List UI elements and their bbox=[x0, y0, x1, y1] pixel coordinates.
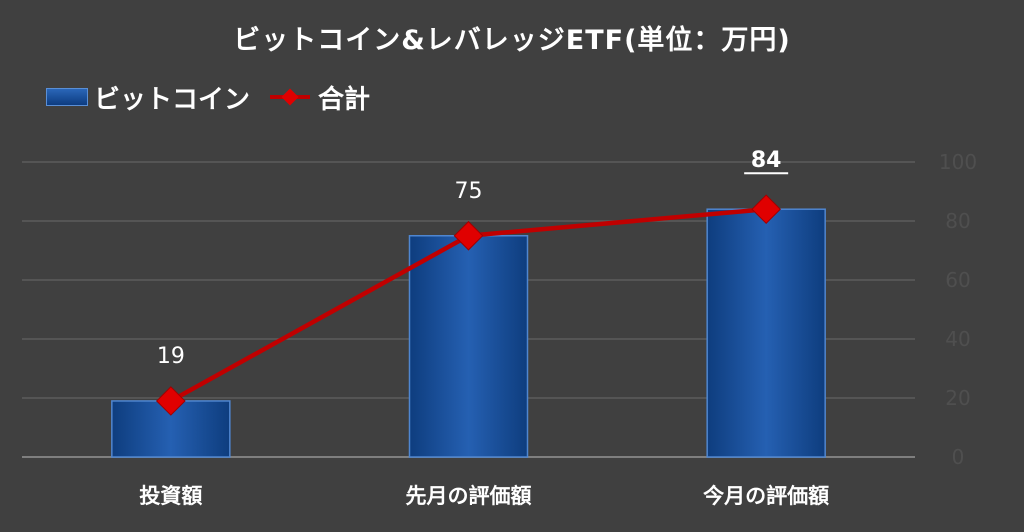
x-category-label: 今月の評価額 bbox=[703, 484, 829, 508]
chart-title: ビットコイン&レバレッジETF(単位：万円) bbox=[233, 25, 791, 56]
x-category-label: 先月の評価額 bbox=[406, 484, 532, 508]
legend-item-bitcoin: ビットコイン bbox=[46, 79, 250, 116]
y-tick-label: 60 bbox=[945, 268, 970, 292]
bar bbox=[706, 208, 826, 458]
legend: ビットコイン 合計 bbox=[46, 79, 370, 116]
legend-line-swatch bbox=[270, 88, 311, 106]
highlighted-data-label: 84 bbox=[751, 148, 782, 173]
y-tick-label: 20 bbox=[945, 386, 970, 410]
y-tick-label: 80 bbox=[945, 209, 970, 233]
legend-line-label: 合計 bbox=[318, 84, 371, 115]
legend-bar-label: ビットコイン bbox=[94, 84, 251, 115]
y-tick-label: 100 bbox=[939, 150, 977, 174]
legend-bar-swatch bbox=[46, 88, 88, 106]
y-tick-label: 0 bbox=[952, 445, 965, 469]
legend-item-total: 合計 bbox=[268, 79, 370, 116]
bar bbox=[408, 235, 529, 458]
y-tick-label: 40 bbox=[945, 327, 970, 351]
data-label: 75 bbox=[455, 179, 483, 204]
data-label: 19 bbox=[157, 344, 185, 369]
line-marker bbox=[751, 194, 782, 225]
line-marker bbox=[155, 386, 186, 416]
line-marker bbox=[453, 220, 484, 251]
x-category-label: 投資額 bbox=[139, 484, 202, 508]
